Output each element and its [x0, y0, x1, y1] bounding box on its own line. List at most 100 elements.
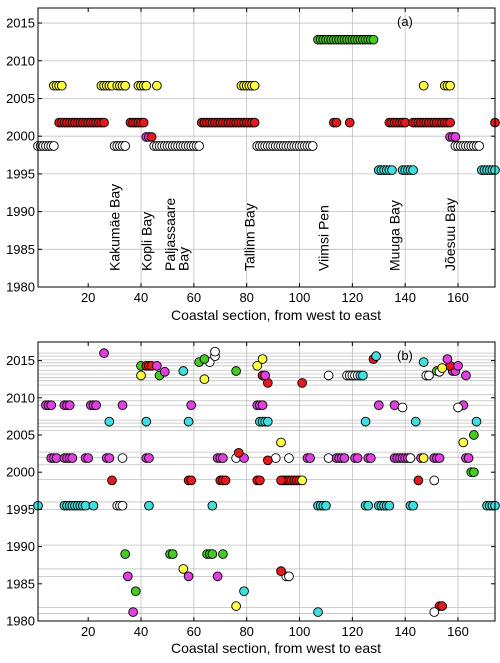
panel-b-data-point: [231, 601, 241, 611]
panel-b-data-point: [442, 354, 453, 364]
panel-a-data-point: [344, 117, 355, 128]
panel-a-annotation: Paljassaare: [162, 198, 178, 271]
panel-b-xtick-label: 60: [187, 624, 201, 639]
panel-b-data-point: [117, 400, 128, 411]
panel-a-annotation: Viimsi Pen: [315, 205, 331, 271]
panel-b-data-point: [136, 370, 146, 381]
panel-b-xtick-label: 120: [342, 624, 364, 639]
panel-b-data-point: [257, 354, 268, 364]
panel-b-data-point: [88, 500, 99, 511]
panel-a-xtick-label: 20: [81, 290, 95, 305]
panel-b-data-point: [257, 400, 268, 411]
panel-a-data-point: [368, 34, 379, 45]
panel-b-xtick-label: 80: [239, 624, 253, 639]
panel-a-data-point: [138, 117, 149, 128]
panel-b-data-point: [104, 416, 115, 427]
panel-b-data-point: [220, 475, 231, 486]
panel-a-xtick-label: 80: [239, 290, 253, 305]
panel-b-data-point: [458, 437, 469, 448]
panel-a-xtick-label: 140: [394, 290, 416, 305]
panel-b-data-point: [104, 453, 115, 463]
panel-a-data-point: [445, 117, 455, 128]
panel-b-ytick-label: 2010: [6, 390, 35, 405]
panel-b-data-point: [413, 475, 424, 486]
panel-b-data-point: [199, 354, 210, 364]
panel-b-data-point: [410, 416, 421, 427]
panel-a-ytick-label: 1995: [6, 166, 35, 181]
panel-b-data-point: [183, 416, 194, 427]
panel-b-data-point: [284, 453, 294, 463]
panel-b-data-point: [471, 416, 482, 427]
panel-b-data-point: [321, 500, 331, 511]
panel-a-data-point: [450, 132, 461, 142]
panel-b-data-point: [218, 453, 228, 463]
panel-b-axes-frame: [37, 341, 496, 622]
panel-b-data-point: [339, 453, 350, 463]
panel-b-ytick-label: 1980: [6, 614, 35, 629]
panel-b-data-point: [144, 453, 154, 463]
panel-b-data-point: [469, 467, 479, 478]
panel-b-xtick-label: 40: [134, 624, 148, 639]
panel-a-data-point: [194, 141, 204, 151]
panel-b-data-point: [186, 475, 197, 486]
panel-b-data-point: [469, 430, 479, 440]
panel-b-data-point: [231, 366, 241, 376]
panel-b-data-point: [405, 453, 416, 463]
panel-a-data-point: [249, 80, 260, 91]
panel-b-xtick-label: 140: [394, 624, 416, 639]
panel-a-data-point: [48, 141, 59, 151]
panel-b-data-point: [262, 455, 273, 466]
panel-b-data-point: [297, 475, 308, 486]
panel-a-data-point: [387, 165, 397, 175]
panel-a-data-point: [146, 132, 157, 142]
panel-b-data-point: [117, 453, 128, 463]
panel-b-data-point: [270, 453, 281, 463]
panel-b-data-point: [352, 453, 363, 463]
panel-b-data-point: [67, 453, 78, 463]
panel-a-data-point: [307, 141, 318, 151]
panel-b-data-point: [437, 601, 448, 611]
panel-a-data-point: [152, 80, 162, 91]
panel-b-data-point: [120, 549, 131, 559]
panel-b-data-point: [276, 437, 286, 448]
panel-a-annotation: Tallinn Bay: [241, 203, 257, 271]
panel-a-data-point: [408, 165, 418, 175]
panel-b-data-point: [239, 586, 249, 597]
panel-b-data-point: [207, 500, 218, 511]
panel-a-data-point: [141, 80, 152, 91]
panel-b: Coastal section, from west to east 1980 1…: [6, 341, 500, 656]
panel-b-data-point: [107, 475, 117, 486]
panel-a-xtick-label: 120: [342, 290, 364, 305]
panel-a-data-point: [120, 141, 131, 151]
panel-b-data-point: [199, 374, 210, 385]
panel-a-data-point: [249, 117, 260, 128]
panel-b-data-point: [389, 400, 400, 411]
panel-a-xtick-label: 60: [187, 290, 201, 305]
panel-b-data-point: [252, 360, 263, 371]
panel-b-data-point: [91, 400, 101, 411]
panel-b-data-point: [276, 475, 286, 486]
panel-b-xtick-label: 100: [289, 624, 311, 639]
panel-b-data-point: [144, 500, 154, 511]
panel-b-data-point: [233, 448, 244, 458]
panel-b-data-point: [424, 370, 434, 381]
panel-b-data-point: [178, 366, 189, 376]
panel-b-data-point: [141, 416, 152, 427]
panel-a-ytick-label: 2015: [6, 16, 35, 31]
panel-b-data-point: [461, 370, 471, 381]
panel-b-data-point: [122, 571, 133, 582]
panel-b-data-point: [365, 453, 376, 463]
panel-a-annotation: Kopli Bay: [138, 212, 154, 271]
panel-a-xtick-label: 160: [447, 290, 469, 305]
panel-b-data-point: [186, 400, 197, 411]
panel-b-data-point: [178, 564, 189, 574]
panel-a-annotation: Bay: [175, 247, 191, 271]
panel-a-ytick-label: 2000: [6, 129, 35, 144]
panel-b-data-point: [207, 549, 218, 559]
panel-b-data-point: [453, 402, 463, 413]
panel-b-data-point: [418, 357, 429, 367]
panel-a-axes-frame: [37, 7, 496, 288]
panel-a-ytick-label: 1990: [6, 204, 35, 219]
panel-b-xtick-label: 20: [81, 624, 95, 639]
panel-b-data-point: [418, 453, 429, 463]
